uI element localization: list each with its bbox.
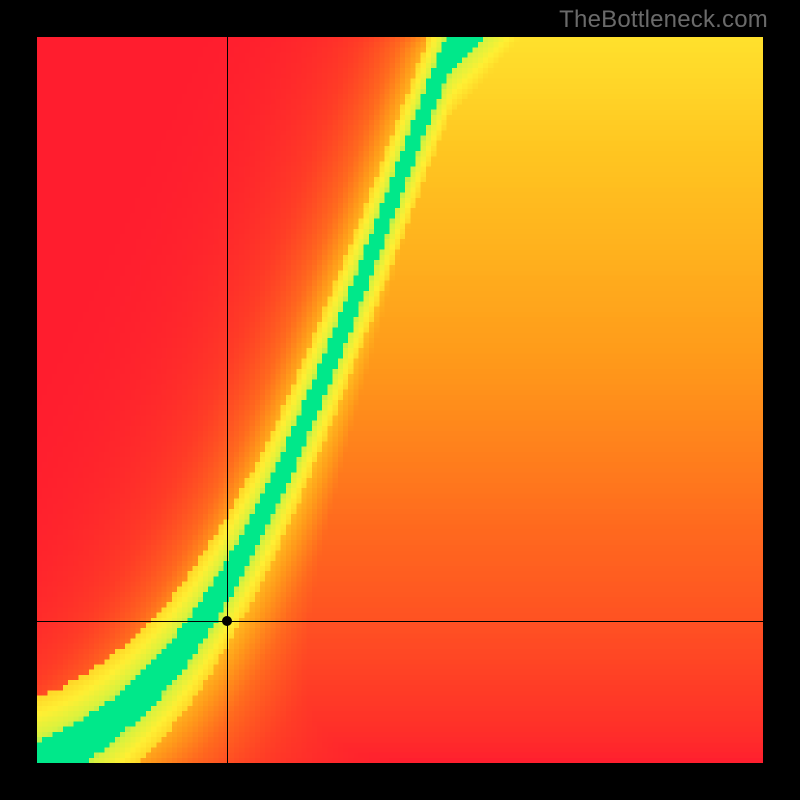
crosshair-horizontal [37,621,763,622]
crosshair-marker-dot [222,616,232,626]
crosshair-vertical [227,37,228,763]
bottleneck-heatmap [37,37,763,763]
watermark-text: TheBottleneck.com [559,6,768,34]
figure: TheBottleneck.com [0,0,800,800]
